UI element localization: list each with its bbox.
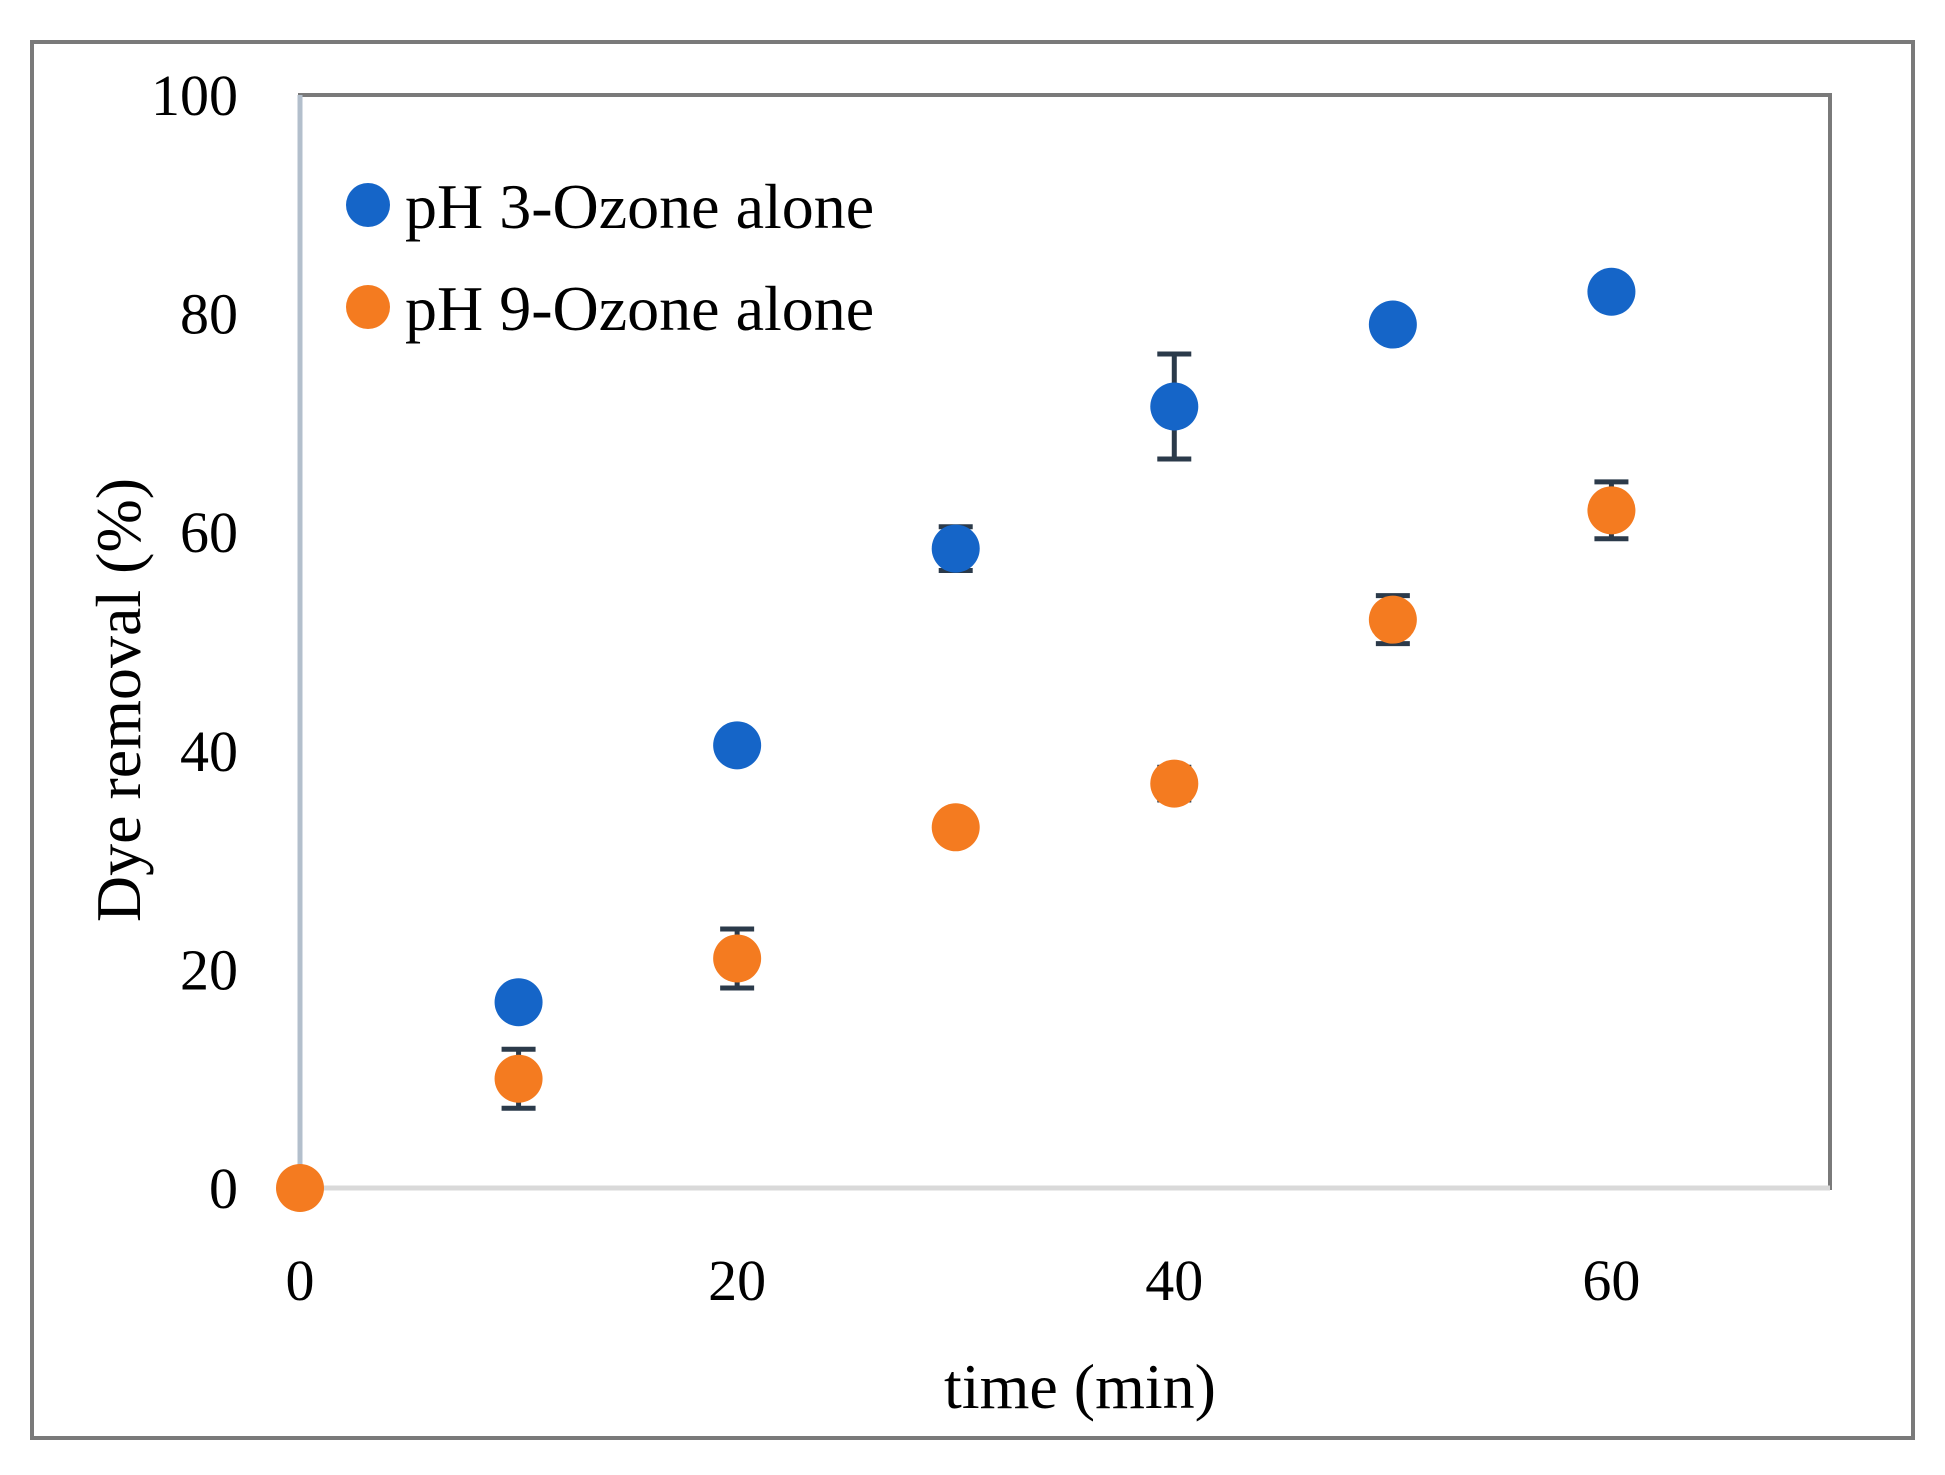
data-point-ph9 xyxy=(1368,595,1417,644)
data-point-ph3 xyxy=(1587,267,1636,316)
x-tick-label: 0 xyxy=(286,1248,315,1313)
y-tick-label: 40 xyxy=(180,719,238,784)
data-point-ph3 xyxy=(713,721,762,770)
data-point-ph9 xyxy=(713,934,762,983)
data-point-ph9 xyxy=(1587,486,1636,535)
x-tick-label: 20 xyxy=(708,1248,766,1313)
y-axis-label: Dye removal (%) xyxy=(83,478,154,922)
data-point-ph9 xyxy=(1150,759,1199,808)
y-tick-label: 100 xyxy=(151,63,238,128)
legend-marker-ph3 xyxy=(346,183,390,227)
plot-border xyxy=(298,93,1832,1190)
data-point-ph9 xyxy=(494,1054,543,1103)
y-tick-label: 0 xyxy=(209,1156,238,1221)
x-tick-label: 60 xyxy=(1582,1248,1640,1313)
plot-area xyxy=(297,93,1832,1191)
data-point-ph3 xyxy=(931,524,980,573)
y-tick-label: 60 xyxy=(180,500,238,565)
x-axis-label: time (min) xyxy=(944,1351,1216,1422)
data-point-ph3 xyxy=(1150,382,1199,431)
data-point-ph3 xyxy=(1368,300,1417,349)
x-tick-label: 40 xyxy=(1145,1248,1203,1313)
y-tick-label: 20 xyxy=(180,937,238,1002)
data-point-ph3 xyxy=(494,978,543,1027)
data-points xyxy=(276,267,1636,1212)
y-tick-label: 80 xyxy=(180,282,238,347)
legend-marker-ph9 xyxy=(346,285,390,329)
legend-label-ph3: pH 3-Ozone alone xyxy=(405,171,874,242)
data-point-ph9 xyxy=(931,803,980,852)
data-point-ph9 xyxy=(276,1164,324,1212)
tick-labels: 0 20 40 60 80 100 0 20 40 60 xyxy=(151,63,1640,1313)
legend: pH 3-Ozone alone pH 9-Ozone alone xyxy=(346,171,874,344)
legend-label-ph9: pH 9-Ozone alone xyxy=(405,273,874,344)
error-bars xyxy=(501,316,1629,1111)
